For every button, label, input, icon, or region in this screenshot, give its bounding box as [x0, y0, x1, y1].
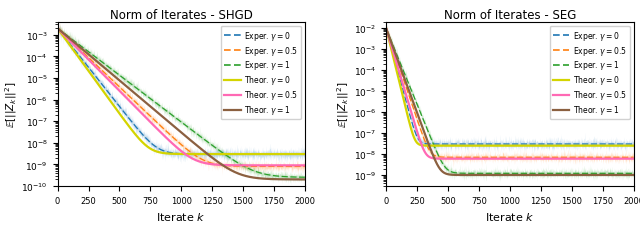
Y-axis label: $\mathbb{E}[||Z_k||^2]$: $\mathbb{E}[||Z_k||^2]$ — [335, 81, 351, 128]
X-axis label: Iterate $k$: Iterate $k$ — [157, 210, 206, 222]
Title: Norm of Iterates - SHGD: Norm of Iterates - SHGD — [110, 9, 253, 22]
Legend: Exper. $\gamma = 0$, Exper. $\gamma = 0.5$, Exper. $\gamma = 1$, Theor. $\gamma : Exper. $\gamma = 0$, Exper. $\gamma = 0.… — [221, 27, 301, 120]
Y-axis label: $\mathbb{E}[||Z_k||^2]$: $\mathbb{E}[||Z_k||^2]$ — [3, 81, 19, 128]
Legend: Exper. $\gamma = 0$, Exper. $\gamma = 0.5$, Exper. $\gamma = 1$, Theor. $\gamma : Exper. $\gamma = 0$, Exper. $\gamma = 0.… — [550, 27, 630, 120]
Title: Norm of Iterates - SEG: Norm of Iterates - SEG — [444, 9, 576, 22]
X-axis label: Iterate $k$: Iterate $k$ — [485, 210, 534, 222]
